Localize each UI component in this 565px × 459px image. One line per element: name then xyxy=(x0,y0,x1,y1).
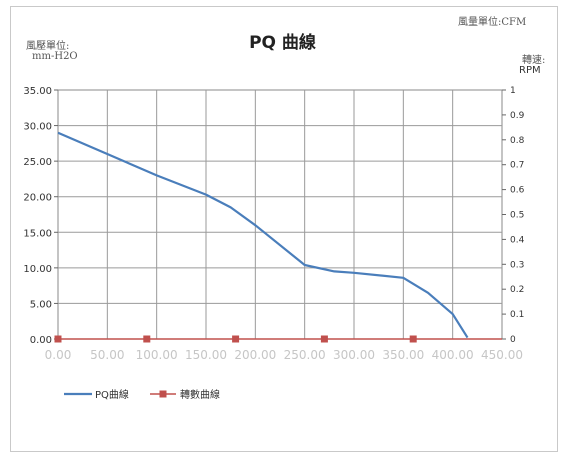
x-tick-label: 50.00 xyxy=(90,348,124,362)
x-tick-label: 450.00 xyxy=(481,348,523,362)
y-right-tick-label: 0.5 xyxy=(510,211,524,221)
x-tick-label: 200.00 xyxy=(234,348,276,362)
legend-speed-label: 轉數曲線 xyxy=(180,388,220,401)
y-right-tick-label: 0.3 xyxy=(510,260,524,270)
pressure-unit-label: 風壓單位: xyxy=(26,41,70,52)
x-tick-label: 0.00 xyxy=(45,348,72,362)
x-tick-label: 300.00 xyxy=(333,348,375,362)
pressure-unit: mm-H2O xyxy=(32,51,78,62)
plot-area xyxy=(57,89,503,340)
y-left-tick-label: 10.00 xyxy=(23,264,52,275)
y-right-tick-label: 0.9 xyxy=(510,111,525,121)
x-tick-label: 400.00 xyxy=(432,348,474,362)
y-right-tick-label: 0.4 xyxy=(510,235,525,245)
legend-pq-label: PQ曲線 xyxy=(95,388,129,401)
y-left-tick-label: 35.00 xyxy=(23,86,52,97)
pq-curve-line xyxy=(57,131,469,339)
y-left-tick-label: 30.00 xyxy=(23,122,52,133)
y-left-tick-label: 25.00 xyxy=(23,157,52,168)
y-right-tick-label: 0.6 xyxy=(510,186,525,196)
speed-curve-point xyxy=(54,335,62,343)
x-tick-label: 250.00 xyxy=(284,348,326,362)
speed-curve-point xyxy=(320,335,328,343)
speed-curve-point xyxy=(409,335,417,343)
y-right-tick-label: 0.1 xyxy=(510,310,524,320)
chart-title: PQ 曲線 xyxy=(249,33,316,53)
speed-curve-point xyxy=(232,335,240,343)
speed-unit: RPM xyxy=(519,65,541,76)
y-right-tick-label: 0.8 xyxy=(510,136,525,146)
y-right-tick-label: 0.2 xyxy=(510,285,524,295)
y-left-tick-label: 0.00 xyxy=(30,335,52,346)
x-tick-label: 100.00 xyxy=(136,348,178,362)
y-right-tick-label: 1 xyxy=(510,86,516,96)
y-left-tick-label: 5.00 xyxy=(30,299,52,310)
flow-unit-label: 風量單位:CFM xyxy=(458,17,527,28)
legend-speed-marker xyxy=(159,390,167,398)
y-left-tick-label: 15.00 xyxy=(23,228,52,239)
x-tick-label: 150.00 xyxy=(185,348,227,362)
y-right-tick-label: 0.7 xyxy=(510,161,524,171)
y-left-tick-label: 20.00 xyxy=(23,193,52,204)
x-tick-label: 350.00 xyxy=(382,348,424,362)
speed-label: 轉速: xyxy=(522,55,546,66)
speed-curve-point xyxy=(143,335,151,343)
y-right-tick-label: 0 xyxy=(510,335,516,345)
